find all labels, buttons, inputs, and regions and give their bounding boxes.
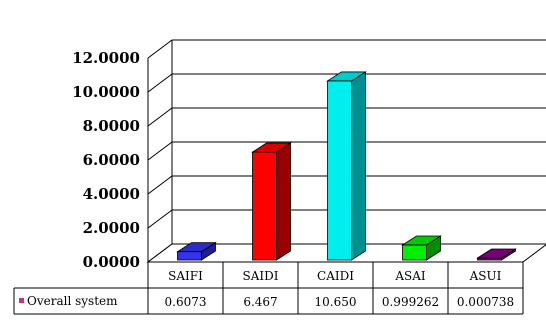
bar-asai bbox=[401, 235, 442, 261]
y-tick-label: 8.0000 bbox=[83, 117, 140, 135]
side-grid-line bbox=[147, 175, 173, 195]
side-grid-line bbox=[147, 141, 173, 161]
value-cell-asai: 0.999262 bbox=[382, 295, 439, 309]
y-tick-label: 4.0000 bbox=[83, 185, 140, 203]
bar-asui bbox=[476, 248, 517, 261]
value-cell-saifi: 0.6073 bbox=[165, 295, 207, 309]
legend-marker bbox=[19, 298, 24, 303]
y-tick-label: 10.0000 bbox=[72, 83, 140, 101]
bar-saifi bbox=[176, 241, 217, 261]
side-grid-line bbox=[147, 209, 173, 229]
category-label-saifi: SAIFI bbox=[168, 269, 203, 283]
bar-caidi bbox=[326, 71, 367, 261]
category-label-asai: ASAI bbox=[394, 269, 426, 283]
bar-saidi bbox=[251, 142, 292, 261]
category-label-saidi: SAIDI bbox=[243, 269, 279, 283]
side-grid-line bbox=[147, 107, 173, 127]
value-cell-saidi: 6.467 bbox=[243, 295, 277, 309]
y-tick-label: 6.0000 bbox=[83, 151, 140, 169]
y-tick-label: 12.0000 bbox=[72, 49, 140, 67]
category-label-caidi: CAIDI bbox=[317, 269, 354, 283]
value-cell-caidi: 10.650 bbox=[315, 295, 357, 309]
y-tick-label: 0.0000 bbox=[83, 253, 140, 271]
bars bbox=[176, 71, 517, 261]
y-axis-tick-labels: 0.0000 2.0000 4.0000 6.0000 8.0000 10.0000 12.… bbox=[72, 49, 140, 271]
value-cell-asui: 0.000738 bbox=[457, 295, 514, 309]
side-grid-line bbox=[147, 39, 173, 59]
legend-series-name: Overall system bbox=[27, 294, 118, 308]
category-label-asui: ASUI bbox=[469, 269, 502, 283]
side-grid-line bbox=[147, 73, 173, 93]
y-tick-label: 2.0000 bbox=[83, 219, 140, 237]
data-table: SAIFI 0.6073 SAIDI 6.467 CAIDI 10.650 ASAI 0.99… bbox=[13, 261, 524, 315]
